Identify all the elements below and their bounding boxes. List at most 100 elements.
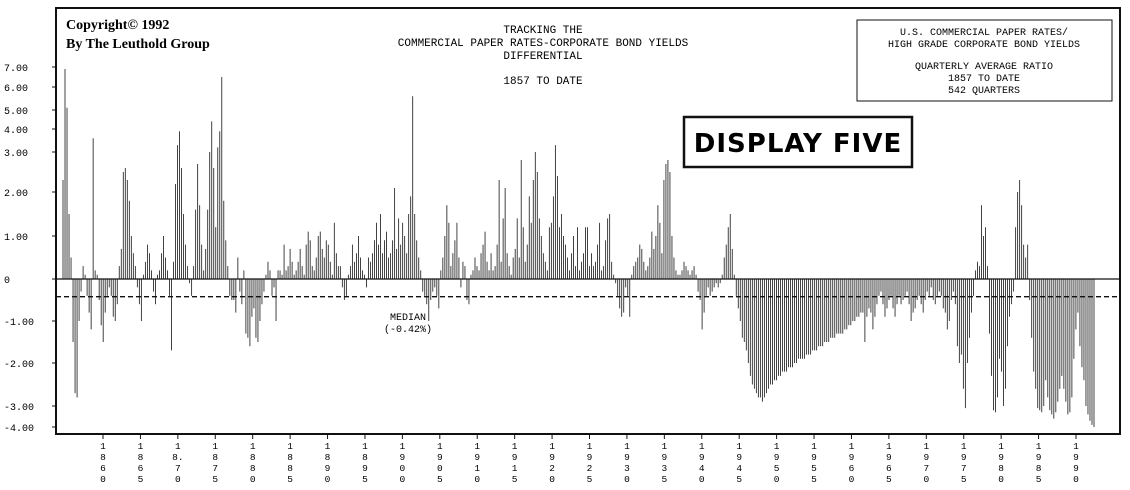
x-tick-label: 8 [212,452,218,463]
y-tick-label: -4.00 [4,424,34,435]
x-tick-label: 1 [325,441,331,452]
x-tick-label: 0 [325,474,331,485]
x-tick-label: 1 [287,441,293,452]
x-tick-label: 8 [100,452,106,463]
x-tick-label: 8. [172,452,183,463]
x-tick-label: 9 [549,452,555,463]
x-tick-label: 9 [774,452,780,463]
x-tick-label: 2 [587,463,593,474]
x-tick-label: 1 [362,441,368,452]
x-tick-label: 0 [624,474,630,485]
x-tick-label: 1 [549,441,555,452]
x-tick-label: 8 [325,452,331,463]
x-tick-label: 5 [661,474,667,485]
x-tick-label: 1 [512,441,518,452]
x-tick-label: 6 [138,463,144,474]
median-value-label: (-0.42%) [384,324,432,336]
x-tick-label: 7 [212,463,218,474]
x-tick-label: 0 [175,474,181,485]
x-tick-label: 0 [437,463,443,474]
x-tick-label: 1 [849,441,855,452]
x-tick-label: 8 [138,452,144,463]
x-tick-label: 1 [138,441,144,452]
x-tick-label: 1 [474,441,480,452]
x-tick-label: 9 [1073,463,1079,474]
x-tick-label: 6 [100,463,106,474]
y-axis: 7.00 6.00 5.00 4.00 3.00 2.00 1.00 0 -1.00 -2.00 -… [4,64,56,435]
x-tick-label: 0 [998,474,1004,485]
x-tick-label: 1 [175,441,181,452]
y-tick-label: 2.00 [4,189,28,200]
x-tick-label: 2 [549,463,555,474]
x-tick-label: 5 [212,474,218,485]
x-tick-label: 0 [250,474,256,485]
x-tick-label: 9 [1073,452,1079,463]
legend-line-1: U.S. COMMERCIAL PAPER RATES/ [900,27,1068,39]
legend-line-5: 542 QUARTERS [948,86,1020,97]
x-tick-label: 1 [1073,441,1079,452]
x-tick-label: 1 [512,463,518,474]
legend-line-4: 1857 TO DATE [948,74,1020,85]
x-tick-label: 5 [811,474,817,485]
x-tick-label: 9 [624,452,630,463]
copyright-text: Copyright© 1992 [66,18,169,33]
x-tick-label: 5 [774,463,780,474]
x-tick-label: 1 [437,441,443,452]
x-tick-label: 5 [587,474,593,485]
x-tick-label: 1 [886,441,892,452]
legend-box [856,19,1113,102]
x-tick-label: 1 [100,441,106,452]
x-tick-label: 1 [998,441,1004,452]
x-tick-label: 0 [849,474,855,485]
legend-line-3: QUARTERLY AVERAGE RATIO [915,62,1053,73]
x-tick-label: 9 [362,463,368,474]
x-tick-label: 1 [1036,441,1042,452]
chart-title-line-3: DIFFERENTIAL [503,51,582,63]
x-tick-label: 5 [512,474,518,485]
y-tick-label: -2.00 [4,360,34,371]
y-tick-label: -1.00 [4,318,34,329]
x-tick-label: 9 [587,452,593,463]
x-tick-label: 0 [400,474,406,485]
x-axis: 1860186518.70187518801885189018951900190… [100,434,1079,485]
x-tick-label: 8 [1036,463,1042,474]
x-tick-label: 5 [1036,474,1042,485]
bars-group [62,69,1095,427]
x-tick-label: 0 [923,474,929,485]
x-tick-label: 9 [961,452,967,463]
x-tick-label: 3 [624,463,630,474]
x-tick-label: 4 [736,463,742,474]
x-tick-label: 9 [811,452,817,463]
x-tick-label: 1 [811,441,817,452]
x-tick-label: 1 [212,441,218,452]
median-label: MEDIAN [390,313,426,324]
x-tick-label: 1 [736,441,742,452]
x-tick-label: 5 [886,474,892,485]
x-tick-label: 0 [474,474,480,485]
x-tick-label: 1 [400,441,406,452]
x-tick-label: 1 [961,441,967,452]
y-tick-label: 6.00 [4,84,28,95]
x-tick-label: 5 [811,463,817,474]
y-tick-label: -3.00 [4,403,34,414]
x-tick-label: 9 [661,452,667,463]
y-tick-label: 5.00 [4,107,28,118]
x-tick-label: 8 [287,452,293,463]
x-tick-label: 0 [774,474,780,485]
y-tick-label: 0 [4,276,10,287]
x-tick-label: 9 [512,452,518,463]
y-tick-label: 3.00 [4,149,28,160]
x-tick-label: 8 [362,452,368,463]
x-tick-label: 9 [886,452,892,463]
y-tick-label: 1.00 [4,233,28,244]
x-tick-label: 9 [437,452,443,463]
x-tick-label: 9 [849,452,855,463]
x-tick-label: 5 [961,474,967,485]
x-tick-label: 8 [287,463,293,474]
x-tick-label: 1 [661,441,667,452]
display-badge-box [682,115,914,169]
chart-subtitle: 1857 TO DATE [503,76,583,88]
x-tick-label: 9 [998,452,1004,463]
x-tick-label: 1 [587,441,593,452]
